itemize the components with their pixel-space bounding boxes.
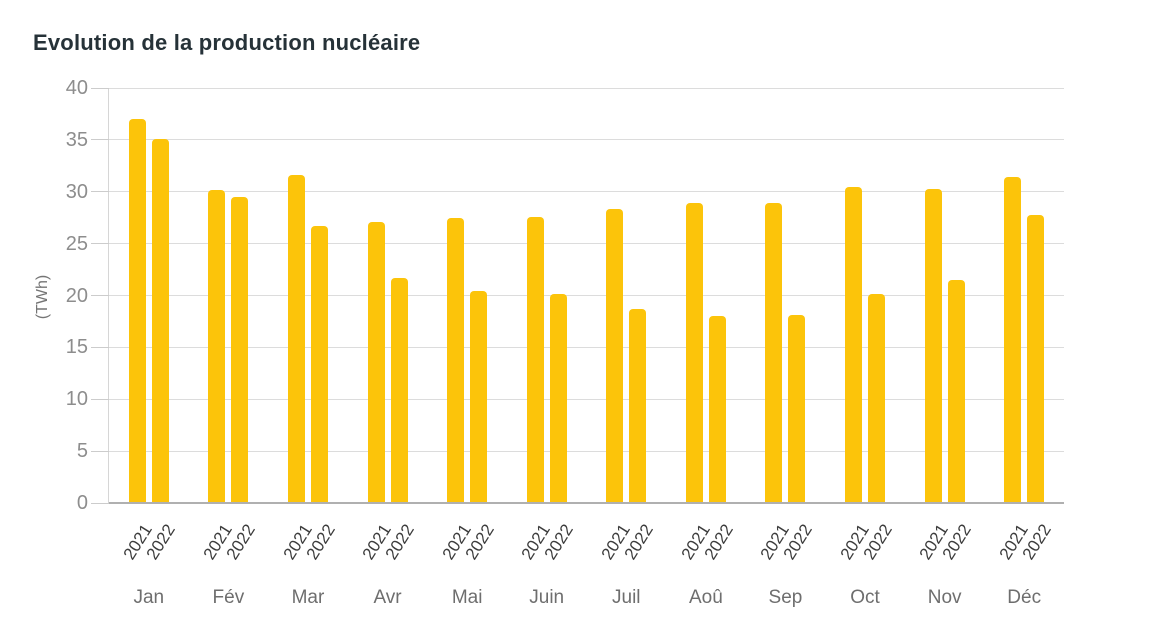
bar-mai-2022[interactable] <box>470 291 488 503</box>
chart-title: Evolution de la production nucléaire <box>33 30 421 55</box>
x-axis-month-label-mai: Mai <box>451 587 483 608</box>
gridline-y-15 <box>109 346 1064 348</box>
bar-sep-2022[interactable] <box>788 315 806 503</box>
x-axis-month-label-fev: Fév <box>212 587 245 608</box>
y-axis-tick <box>91 243 109 245</box>
y-axis-tick-label: 10 <box>65 388 88 411</box>
bar-fev-2021[interactable] <box>208 189 226 503</box>
bar-oct-2021[interactable] <box>845 186 863 503</box>
bar-dec-2022[interactable] <box>1027 214 1045 503</box>
x-axis-month-label-juin: Juin <box>529 587 565 608</box>
x-axis-line <box>109 502 1064 504</box>
x-axis-month-label-oct: Oct <box>850 587 880 608</box>
gridline-y-25 <box>109 243 1064 245</box>
bar-chart-plot-area: 2021 2022 2021 2022 2021 2022 2021 2022 2021 2022… <box>91 87 1064 563</box>
bar-juin-2022[interactable] <box>549 294 567 503</box>
bar-juil-2022[interactable] <box>629 308 647 503</box>
bar-juin-2021[interactable] <box>526 216 544 503</box>
gridline-y-10 <box>109 398 1064 400</box>
bar-dec-2021[interactable] <box>1004 177 1022 503</box>
x-axis-month-label-mar: Mar <box>291 587 325 608</box>
y-axis-tick-label: 25 <box>65 232 88 255</box>
y-axis-tick-label: 15 <box>65 336 88 359</box>
x-axis-month-label-nov: Nov <box>927 587 962 608</box>
y-axis-tick <box>91 191 109 193</box>
y-axis-tick-label: 35 <box>65 128 88 151</box>
bar-sep-2021[interactable] <box>765 203 783 503</box>
bar-jan-2022[interactable] <box>151 138 169 503</box>
y-axis-tick-label: 20 <box>65 284 88 307</box>
bar-nov-2021[interactable] <box>924 188 942 503</box>
bar-mai-2021[interactable] <box>447 217 465 503</box>
gridline-y-35 <box>109 139 1064 141</box>
x-axis-month-label-sep: Sep <box>768 587 803 608</box>
bar-juil-2021[interactable] <box>606 209 624 503</box>
bar-oct-2022[interactable] <box>868 294 886 503</box>
x-axis-month-label-juil: Juil <box>612 587 641 608</box>
y-axis-tick-label: 30 <box>65 180 88 203</box>
bar-mar-2021[interactable] <box>287 175 305 503</box>
bar-aou-2022[interactable] <box>708 316 726 503</box>
y-axis-tick <box>91 295 109 296</box>
y-axis-tick-label: 40 <box>65 77 88 99</box>
bar-fev-2022[interactable] <box>231 196 249 503</box>
y-axis-tick <box>91 87 109 89</box>
x-axis-month-label-jan: Jan <box>133 587 165 608</box>
x-axis-month-label-aou: Aoû <box>688 587 723 608</box>
bar-mar-2022[interactable] <box>310 225 328 503</box>
bar-nov-2022[interactable] <box>947 279 965 503</box>
y-axis-tick <box>91 502 109 504</box>
gridline-y-5 <box>109 450 1064 452</box>
y-axis-tick <box>91 450 109 452</box>
y-axis-tick <box>91 139 109 141</box>
x-axis-month-label-dec: Déc <box>1007 587 1042 608</box>
gridline-y-30 <box>109 191 1064 193</box>
y-axis-tick <box>91 398 109 400</box>
bar-avr-2022[interactable] <box>390 277 408 503</box>
gridline-y-40 <box>109 87 1064 89</box>
y-axis-tick-label: 5 <box>76 440 88 463</box>
y-axis-tick <box>91 346 109 348</box>
bar-jan-2021[interactable] <box>128 119 146 503</box>
y-axis-tick-label: 0 <box>76 492 88 514</box>
bar-avr-2021[interactable] <box>367 221 385 503</box>
x-axis-month-label-avr: Avr <box>373 587 402 608</box>
gridline-y-20 <box>109 295 1064 296</box>
bar-aou-2021[interactable] <box>685 203 703 503</box>
